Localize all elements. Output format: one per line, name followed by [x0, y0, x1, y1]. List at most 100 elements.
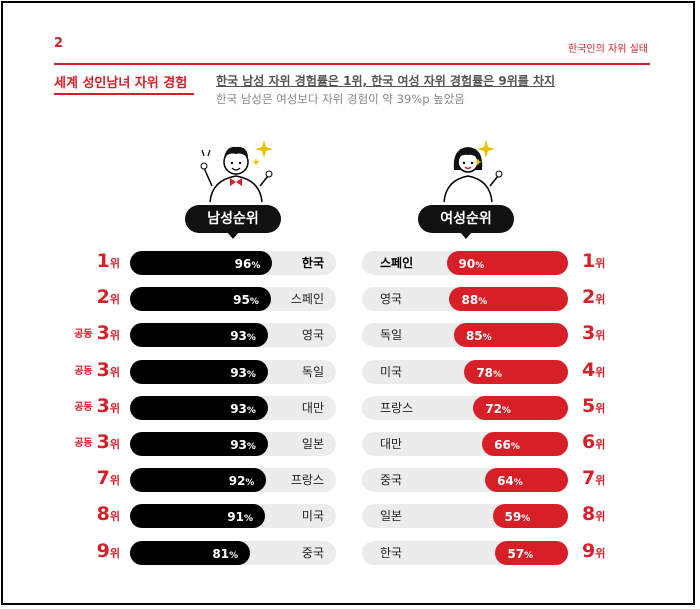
value-unit: % [478, 297, 488, 308]
male-bar-track: 92% 프랑스 [130, 468, 336, 495]
ranking-row: 공동 3위 93% 독일 78% 미국 4위 [0, 354, 700, 390]
female-rank: 7위 [582, 467, 605, 489]
female-country-label: 대만 [380, 437, 403, 451]
rank-suffix: 위 [109, 365, 120, 379]
female-ranking-label: 여성순위 [418, 205, 514, 239]
male-bar-track: 96% 한국 [130, 251, 336, 275]
rank-number: 7 [582, 467, 596, 490]
male-country-label: 미국 [301, 509, 324, 524]
male-bar-track: 81% 중국 [130, 540, 336, 565]
rank-suffix: 위 [595, 510, 606, 524]
value-label: 93% [230, 323, 256, 350]
value-number: 66 [494, 438, 511, 452]
female-rank: 3위 [582, 322, 605, 344]
section-title: 세계 성인남녀 자위 경험 [54, 76, 188, 91]
value-number: 78 [476, 365, 494, 380]
rank-number: 8 [96, 503, 110, 526]
rank-suffix: 위 [595, 293, 606, 307]
value-unit: % [249, 297, 259, 308]
ranking-row: 9위 81% 중국 57% 한국 9위 [0, 535, 700, 571]
male-rank: 공동 3위 [74, 395, 120, 417]
rank-suffix: 위 [109, 474, 120, 488]
sparkle-icon [474, 140, 495, 166]
rank-suffix: 위 [595, 365, 606, 379]
value-number: 91 [227, 510, 244, 525]
male-rank: 공동 3위 [74, 359, 120, 381]
rank-suffix: 위 [109, 401, 120, 415]
value-number: 95 [233, 293, 250, 308]
male-bar-track: 93% 일본 [130, 432, 336, 456]
value-unit: % [521, 514, 531, 525]
male-bar-track: 93% 영국 [130, 323, 336, 350]
section-title-underline [54, 93, 194, 95]
value-number: 93 [230, 329, 247, 344]
female-rank: 4위 [582, 359, 605, 381]
rank-number: 7 [96, 467, 110, 490]
rank-suffix: 위 [595, 401, 606, 415]
value-unit: % [229, 550, 239, 561]
female-country-label: 스페인 [380, 256, 414, 270]
male-rank: 9위 [97, 540, 120, 562]
rank-number: 1 [582, 250, 596, 272]
ranking-row: 공동 3위 93% 영국 85% 독일 3위 [0, 317, 700, 353]
value-number: 93 [230, 438, 247, 452]
male-bar-track: 91% 미국 [130, 504, 336, 529]
value-number: 96 [234, 257, 252, 271]
value-label: 93% [230, 360, 256, 387]
value-unit: % [524, 550, 534, 561]
headline: 한국 남성 자위 경험률은 1위, 한국 여성 자위 경험률은 9위를 차지 [216, 74, 556, 88]
rank-suffix: 위 [109, 257, 120, 270]
male-ranking-label: 남성순위 [185, 205, 281, 239]
male-bar: 81% [130, 540, 251, 565]
rank-suffix: 위 [109, 546, 120, 560]
ranking-row: 8위 91% 미국 59% 일본 8위 [0, 498, 700, 534]
male-country-label: 영국 [301, 328, 324, 343]
value-number: 57 [507, 546, 525, 561]
male-rank: 2위 [97, 286, 120, 308]
value-label: 57% [507, 541, 533, 568]
value-label: 92% [229, 468, 255, 495]
value-label: 78% [476, 360, 502, 387]
value-unit: % [501, 405, 511, 416]
value-unit: % [245, 478, 255, 489]
male-country-label: 독일 [301, 364, 324, 379]
rank-suffix: 위 [109, 293, 120, 307]
female-bar: 85% [453, 323, 568, 348]
value-label: 95% [233, 287, 259, 314]
female-bar-track: 78% 미국 [362, 359, 568, 387]
female-rank: 2위 [582, 286, 605, 308]
male-rank: 1위 [97, 250, 120, 272]
value-unit: % [243, 514, 253, 525]
value-number: 93 [230, 401, 247, 416]
ranking-row: 공동 3위 93% 일본 66% 대만 6위 [0, 426, 700, 462]
value-number: 90 [458, 257, 476, 271]
page-number: 2 [54, 36, 64, 51]
man-cheering-icon [200, 146, 273, 203]
value-label: 93% [230, 396, 256, 423]
rank-prefix: 공동 [74, 329, 93, 341]
male-rank: 공동 3위 [74, 322, 120, 344]
value-label: 72% [485, 396, 511, 423]
value-label: 90% [459, 251, 485, 278]
value-unit: % [475, 261, 485, 271]
female-bar-track: 88% 영국 [362, 287, 568, 312]
ranking-row: 2위 95% 스페인 88% 영국 2위 [0, 281, 700, 317]
ranking-row: 7위 92% 프랑스 64% 중국 7위 [0, 462, 700, 498]
sparkle-icon [252, 140, 273, 166]
male-bar: 92% [130, 468, 267, 495]
female-rank: 6위 [582, 431, 605, 453]
rank-suffix: 위 [595, 474, 606, 488]
rank-number: 2 [96, 286, 110, 309]
rank-number: 5 [582, 394, 596, 417]
value-unit: % [246, 442, 256, 452]
value-unit: % [251, 261, 261, 271]
rank-number: 4 [582, 358, 596, 381]
male-rank: 공동 3위 [74, 431, 120, 453]
value-number: 81 [212, 546, 230, 561]
rank-suffix: 위 [109, 510, 120, 524]
rank-number: 1 [96, 250, 110, 272]
male-bar: 93% [130, 323, 268, 350]
rank-suffix: 위 [595, 329, 606, 343]
value-label: 59% [505, 504, 531, 531]
rank-suffix: 위 [595, 546, 606, 560]
